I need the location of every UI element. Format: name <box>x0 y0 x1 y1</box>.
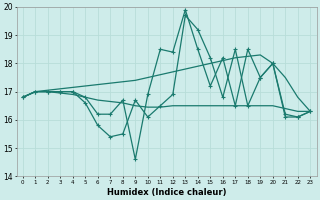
X-axis label: Humidex (Indice chaleur): Humidex (Indice chaleur) <box>107 188 226 197</box>
